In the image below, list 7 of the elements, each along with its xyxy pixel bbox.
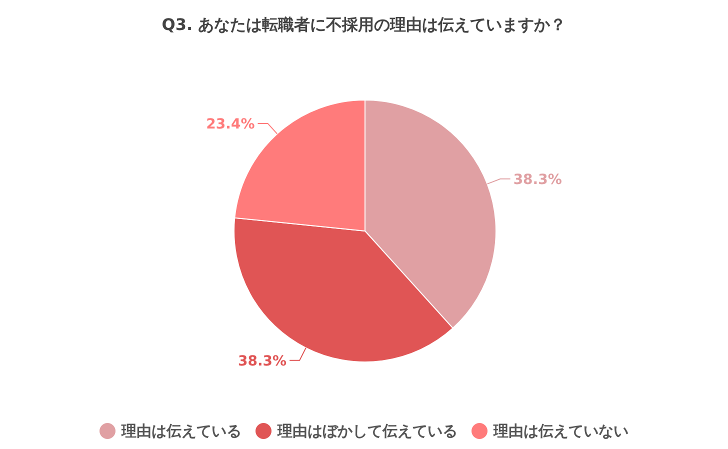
legend-label: 理由は伝えていない	[492, 422, 628, 440]
legend-label: 理由は伝えている	[120, 422, 242, 440]
legend-label: 理由はぼかして伝えている	[276, 422, 458, 440]
data-label: 38.3%	[238, 353, 287, 370]
chart-title: Q3. あなたは転職者に不採用の理由は伝えていますか？	[162, 15, 566, 34]
data-label: 23.4%	[206, 116, 255, 132]
data-label: 38.3%	[513, 172, 562, 188]
